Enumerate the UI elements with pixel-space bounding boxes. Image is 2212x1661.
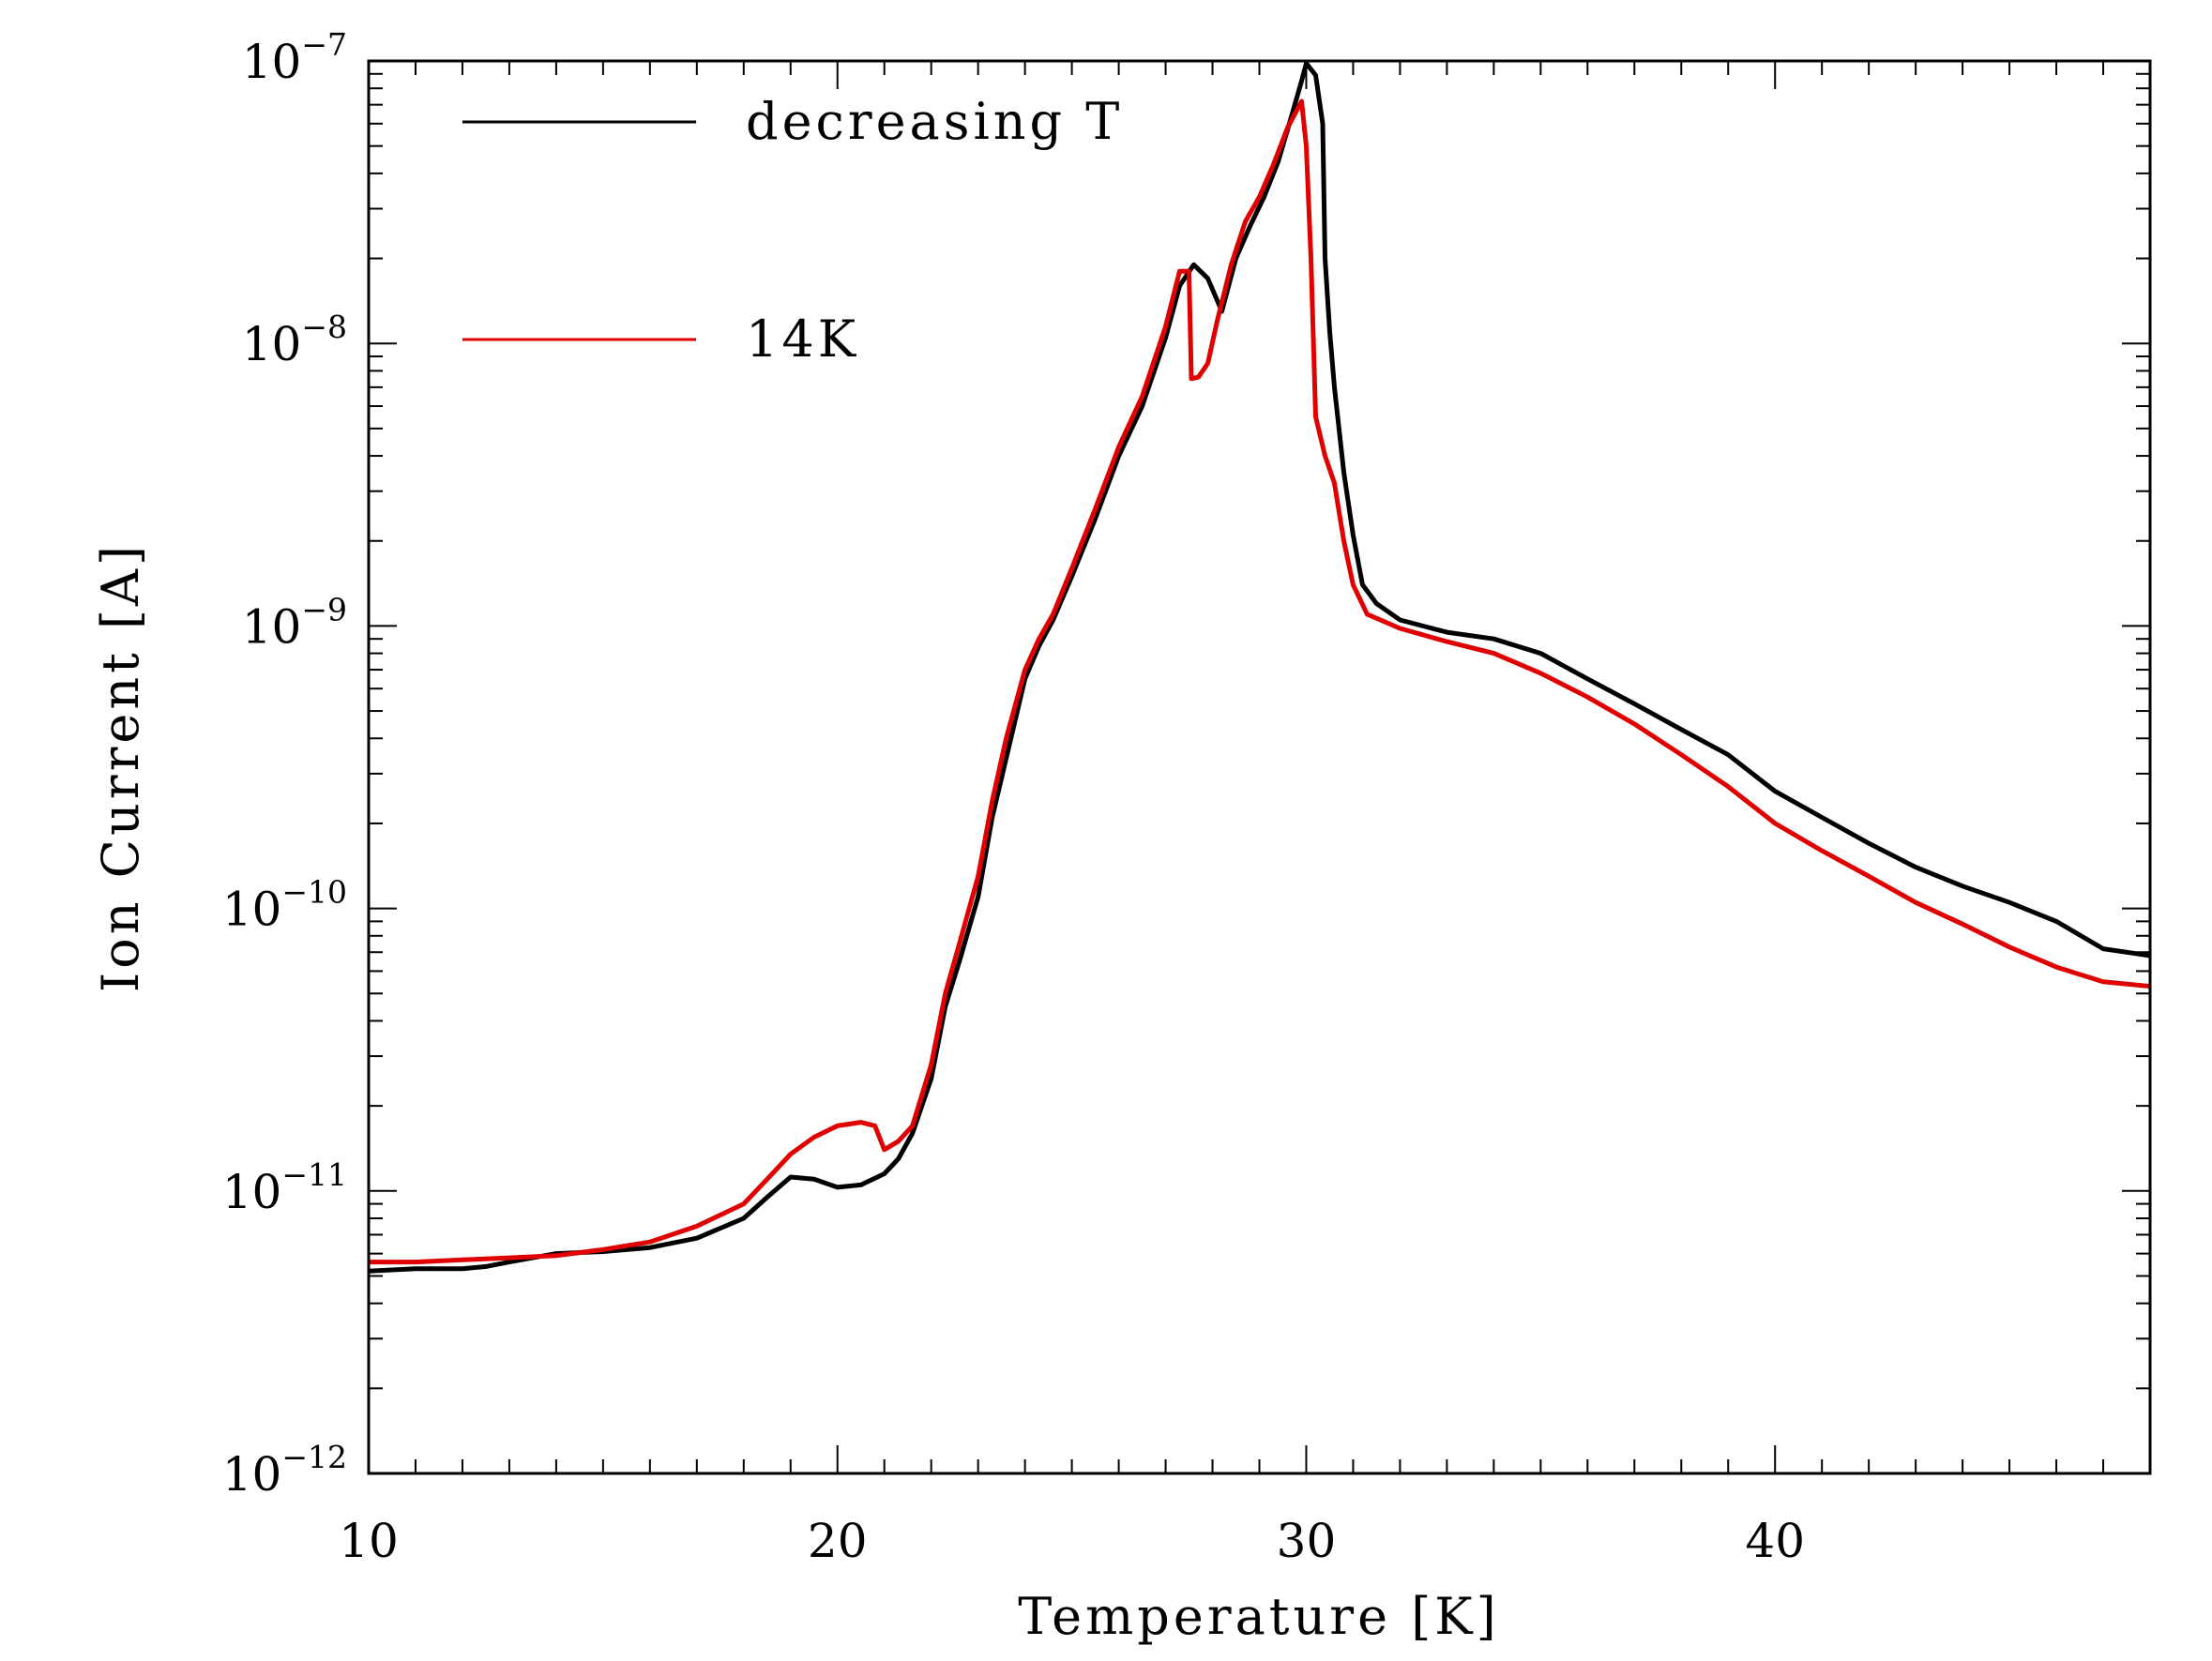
x-tick-label: 40 bbox=[1745, 1514, 1805, 1568]
series-line-14k bbox=[369, 98, 2150, 1265]
y-tick-label: 10−8 bbox=[242, 309, 347, 371]
y-tick-label: 10−11 bbox=[222, 1156, 347, 1219]
x-tick-label: 30 bbox=[1277, 1514, 1337, 1568]
x-tick-label: 10 bbox=[339, 1514, 399, 1568]
series-line-decreasing-t bbox=[369, 61, 2150, 1274]
y-tick-label: 10−9 bbox=[242, 591, 347, 654]
legend: decreasing T 14K bbox=[462, 92, 1123, 369]
y-tick-label: 10−12 bbox=[222, 1439, 347, 1502]
legend-label: decreasing T bbox=[746, 92, 1123, 151]
y-tick-label: 10−7 bbox=[242, 26, 347, 89]
y-tick-label: 10−10 bbox=[222, 874, 347, 937]
plot-frame bbox=[367, 59, 2152, 1475]
y-axis-label: Ion Current [A] bbox=[91, 542, 150, 992]
x-axis-label: Temperature [K] bbox=[1018, 1587, 1499, 1646]
x-tick-label: 20 bbox=[808, 1514, 868, 1568]
legend-label: 14K bbox=[746, 310, 859, 369]
